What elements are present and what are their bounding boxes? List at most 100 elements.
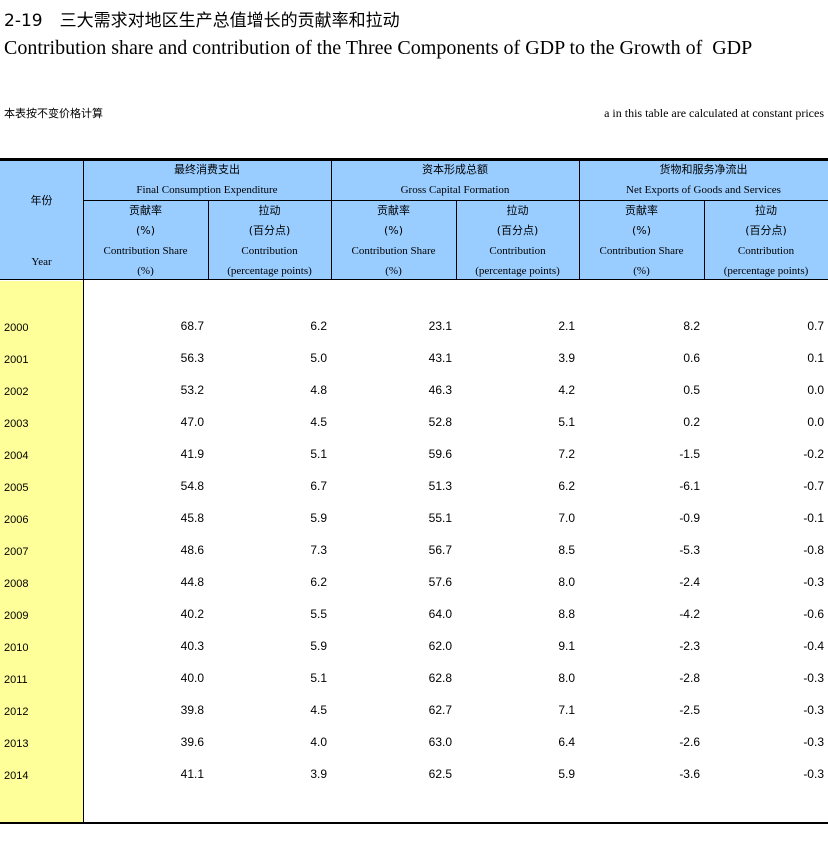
table-title-en: Contribution share and contribution of t…	[4, 37, 753, 59]
value-cell: -0.4	[803, 639, 824, 653]
value-cell: 53.2	[180, 383, 204, 397]
value-cell: 5.1	[310, 671, 327, 685]
share-unit-en: (%)	[633, 265, 650, 277]
value-cell: 6.7	[310, 479, 327, 493]
value-cell: 8.8	[558, 607, 575, 621]
table-row: 2009 40.2 5.5 64.0 8.8 -4.2 -0.6	[0, 607, 828, 627]
table-row: 2002 53.2 4.8 46.3 4.2 0.5 0.0	[0, 383, 828, 403]
value-cell: -2.4	[679, 575, 700, 589]
value-cell: -0.3	[803, 767, 824, 781]
value-cell: 45.8	[180, 511, 204, 525]
table-row: 2014 41.1 3.9 62.5 5.9 -3.6 -0.3	[0, 767, 828, 787]
value-cell: 2.1	[558, 319, 575, 333]
value-cell: -0.3	[803, 671, 824, 685]
year-cell: 2013	[4, 738, 29, 750]
year-cell: 2008	[4, 578, 29, 590]
value-cell: 7.2	[558, 447, 575, 461]
group-header-cn: 货物和服务净流出	[659, 163, 748, 176]
group-header-cn: 最终消费支出	[174, 163, 240, 176]
value-cell: -0.3	[803, 703, 824, 717]
value-cell: 54.8	[180, 479, 204, 493]
year-cell: 2006	[4, 514, 29, 526]
share-header-cn: 贡献率	[129, 204, 162, 217]
share-header-cn: 贡献率	[625, 204, 658, 217]
group-divider	[331, 158, 332, 280]
group-header-en: Gross Capital Formation	[400, 184, 510, 196]
value-cell: 59.6	[428, 447, 452, 461]
group-header-en: Final Consumption Expenditure	[136, 184, 278, 196]
value-cell: 0.6	[683, 351, 700, 365]
column-divider	[83, 158, 84, 823]
contrib-unit-en: (percentage points)	[227, 265, 312, 277]
value-cell: 23.1	[428, 319, 452, 333]
subcolumn-divider	[704, 200, 705, 280]
value-cell: 4.2	[558, 383, 575, 397]
value-cell: 4.8	[310, 383, 327, 397]
table-header: 年份 Year	[0, 158, 828, 280]
value-cell: -2.3	[679, 639, 700, 653]
contrib-unit-en: (percentage points)	[723, 265, 809, 277]
table-row: 2001 56.3 5.0 43.1 3.9 0.6 0.1	[0, 351, 828, 371]
table-row: 2011 40.0 5.1 62.8 8.0 -2.8 -0.3	[0, 671, 828, 691]
note-cn: 本表按不变价格计算	[4, 107, 103, 120]
year-cell: 2003	[4, 418, 29, 430]
value-cell: 52.8	[428, 415, 452, 429]
note-en: a in this table are calculated at consta…	[604, 106, 824, 120]
group-header-en: Net Exports of Goods and Services	[626, 184, 781, 196]
share-header-cn: 贡献率	[377, 204, 410, 217]
share-unit-en: (%)	[137, 265, 154, 277]
value-cell: -0.9	[679, 511, 700, 525]
value-cell: 5.5	[310, 607, 327, 621]
value-cell: -5.3	[679, 543, 700, 557]
value-cell: 62.7	[428, 703, 452, 717]
value-cell: 40.3	[180, 639, 204, 653]
value-cell: -0.7	[803, 479, 824, 493]
value-cell: 40.2	[180, 607, 204, 621]
table-row: 2006 45.8 5.9 55.1 7.0 -0.9 -0.1	[0, 511, 828, 531]
value-cell: 39.8	[180, 703, 204, 717]
value-cell: 5.9	[558, 767, 575, 781]
value-cell: 0.1	[807, 351, 824, 365]
value-cell: 7.3	[310, 543, 327, 557]
table-title-cn: 2-19 三大需求对地区生产总值增长的贡献率和拉动	[4, 11, 400, 31]
value-cell: 41.1	[180, 767, 204, 781]
table-bottom-border	[0, 822, 828, 824]
value-cell: 46.3	[428, 383, 452, 397]
value-cell: -0.3	[803, 575, 824, 589]
year-header-en: Year	[31, 256, 52, 268]
share-unit-cn: (%)	[383, 224, 404, 237]
value-cell: -4.2	[679, 607, 700, 621]
share-unit-en: (%)	[385, 265, 402, 277]
value-cell: -2.5	[679, 703, 700, 717]
contrib-header-cn: 拉动	[755, 204, 777, 217]
table-row: 2000 68.7 6.2 23.1 2.1 8.2 0.7	[0, 319, 828, 339]
subcolumn-divider	[208, 200, 209, 280]
year-cell: 2010	[4, 642, 29, 654]
value-cell: 40.0	[180, 671, 204, 685]
value-cell: -6.1	[679, 479, 700, 493]
value-cell: 4.5	[310, 703, 327, 717]
value-cell: 3.9	[558, 351, 575, 365]
value-cell: 0.5	[683, 383, 700, 397]
value-cell: 8.0	[558, 671, 575, 685]
contrib-unit-cn: (百分点)	[745, 224, 787, 237]
value-cell: -0.1	[803, 511, 824, 525]
value-cell: 41.9	[180, 447, 204, 461]
value-cell: 5.1	[310, 447, 327, 461]
share-header-en: Contribution Share	[351, 245, 436, 257]
value-cell: 0.0	[807, 383, 824, 397]
value-cell: 57.6	[428, 575, 452, 589]
value-cell: 6.4	[558, 735, 575, 749]
value-cell: 55.1	[428, 511, 452, 525]
value-cell: 6.2	[310, 575, 327, 589]
year-cell: 2009	[4, 610, 29, 622]
value-cell: -0.8	[803, 543, 824, 557]
value-cell: 68.7	[180, 319, 204, 333]
value-cell: 63.0	[428, 735, 452, 749]
value-cell: 0.2	[683, 415, 700, 429]
contrib-unit-cn: (百分点)	[496, 224, 539, 237]
value-cell: 56.7	[428, 543, 452, 557]
value-cell: 4.5	[310, 415, 327, 429]
value-cell: -1.5	[679, 447, 700, 461]
value-cell: 5.1	[558, 415, 575, 429]
